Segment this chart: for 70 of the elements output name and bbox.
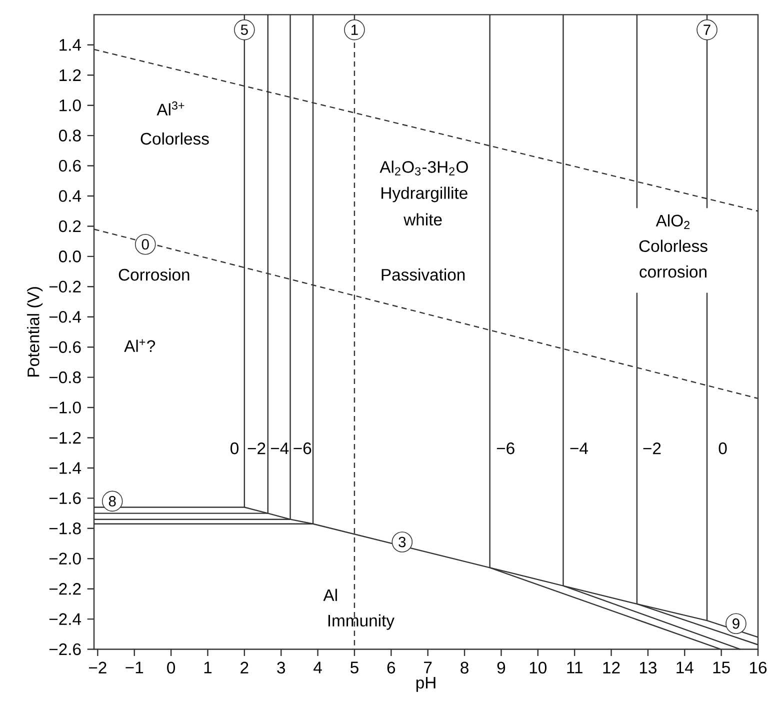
y-tick-label: −2.2 — [49, 583, 81, 595]
y-tick-label: −1.4 — [49, 462, 82, 474]
annotation: −4 — [570, 442, 588, 454]
annotation: Al — [323, 588, 337, 601]
annotation: 3 — [398, 536, 406, 548]
x-tick-label: 6 — [387, 662, 396, 674]
annotation: 0 — [230, 442, 238, 454]
y-tick-label: 1.4 — [60, 39, 82, 51]
x-tick-label: 15 — [713, 662, 730, 674]
annotation: Corrosion — [118, 268, 190, 281]
annotation: −2 — [248, 442, 266, 454]
y-tick-label: −0.2 — [49, 280, 81, 293]
annotation: Colorless — [639, 240, 708, 252]
y-tick-label: −2.4 — [49, 613, 82, 625]
y-axis-title: Potential (V) — [27, 287, 43, 376]
annotation: white — [404, 213, 442, 226]
x-tick-label: 13 — [640, 662, 656, 674]
y-tick-label: 1.0 — [60, 99, 81, 112]
annotation: 1 — [352, 24, 358, 35]
y-tick-label: −1.2 — [49, 432, 81, 444]
y-tick-label: −1.8 — [49, 522, 81, 534]
x-tick-label: 8 — [460, 662, 468, 674]
y-tick-label: 0.2 — [58, 220, 81, 232]
y-tick-label: 0.6 — [58, 160, 81, 172]
y-tick-label: −0.6 — [49, 341, 81, 353]
x-tick-label: 14 — [676, 662, 694, 674]
x-tick-label: 9 — [497, 662, 506, 674]
x-tick-label: 11 — [567, 662, 582, 674]
x-tick-label: 2 — [240, 662, 248, 674]
y-tick-label: −1.0 — [49, 402, 81, 414]
y-tick-label: 0.8 — [58, 130, 81, 142]
x-tick-label: 10 — [530, 662, 547, 674]
y-tick-label: −0.4 — [49, 310, 82, 323]
x-tick-label: 0 — [167, 662, 176, 674]
x-tick-label: −1 — [126, 662, 144, 674]
annotation: Al$^{3+}$ — [156, 101, 184, 116]
annotation: Colorless — [140, 132, 209, 145]
x-axis-title: pH — [416, 676, 436, 692]
annotation: corrosion — [640, 265, 706, 278]
x-tick-label: 4 — [314, 662, 322, 674]
annotation: 7 — [704, 24, 710, 35]
annotation: −2 — [643, 442, 661, 454]
annotation: 0 — [718, 442, 727, 454]
annotation: −6 — [294, 442, 312, 454]
x-tick-label: 16 — [750, 662, 767, 674]
annotation: AlO$_{2}$ — [656, 214, 690, 230]
annotation: 9 — [732, 618, 740, 629]
x-tick-label: −2 — [88, 662, 106, 674]
annotation: 5 — [240, 24, 248, 35]
annotation: 0 — [142, 239, 149, 250]
annotation: −4 — [270, 442, 289, 454]
annotation: Passivation — [382, 268, 465, 281]
annotation: −6 — [496, 442, 514, 454]
x-tick-label: 7 — [424, 662, 432, 674]
y-tick-label: −2.6 — [49, 643, 81, 656]
x-tick-label: 5 — [350, 662, 358, 674]
y-tick-label: 0.0 — [58, 250, 81, 262]
x-tick-label: 12 — [603, 662, 620, 674]
annotation: Hydrargillite — [382, 186, 468, 202]
y-tick-label: 1.2 — [60, 69, 81, 81]
y-tick-label: 0.4 — [58, 190, 82, 202]
x-tick-label: 1 — [204, 662, 212, 674]
annotation: 8 — [108, 496, 116, 506]
x-tick-label: 3 — [277, 662, 285, 674]
y-tick-label: −0.8 — [49, 371, 81, 384]
y-tick-label: −2.0 — [49, 552, 81, 565]
annotation: Al$_{2}$O$_{3}$-3H$_{2}$O — [380, 160, 468, 176]
y-tick-label: −1.6 — [49, 492, 81, 504]
annotation: Immunity — [328, 614, 394, 630]
annotation: Al$^{+}$? — [124, 339, 156, 352]
